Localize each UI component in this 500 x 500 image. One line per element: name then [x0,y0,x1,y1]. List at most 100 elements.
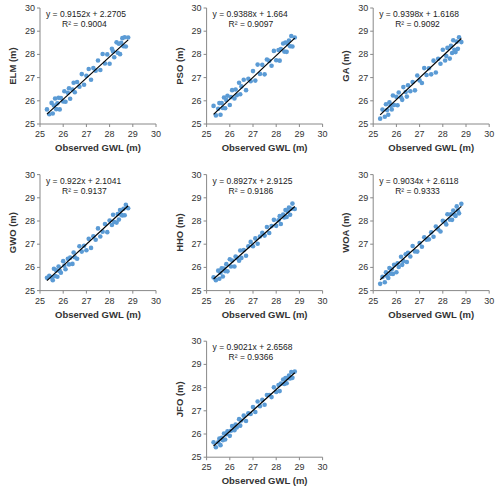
y-tick-label: 26 [192,96,202,106]
panel: 252627282930252627282930Observed GWL (m)… [340,170,494,320]
x-axis [40,290,156,291]
trendline [214,373,295,446]
equation: y = 0.8927x + 2.9125 [213,176,293,186]
x-axis [207,290,323,291]
x-tick [466,291,467,294]
x-tick-label: 28 [271,296,281,306]
point [443,58,448,63]
point [447,56,452,61]
x-tick [322,124,323,127]
point [218,112,223,117]
x-tick-label: 27 [248,129,258,139]
x-tick [132,124,133,127]
y-tick [204,410,207,411]
y-tick [37,100,40,101]
point [386,112,391,117]
point [290,44,295,49]
x-axis-label: Observed GWL (m) [388,309,474,320]
y-tick-label: 30 [25,3,35,13]
r-squared: R² = 0.9333 [395,186,440,196]
point [105,52,110,57]
point [57,107,62,112]
x-tick-label: 27 [415,129,425,139]
point [395,103,400,108]
y-tick-label: 27 [25,73,35,83]
x-axis [373,124,489,125]
y-axis-label: GA (m) [340,50,351,81]
y-tick [204,124,207,125]
y-tick-label: 29 [25,26,35,36]
point [251,69,256,74]
x-tick [322,457,323,460]
equation: y = 0.9398x + 1.6168 [379,9,459,19]
x-tick-label: 29 [128,129,138,139]
point [68,96,73,101]
point [255,399,260,404]
point [61,259,66,264]
x-tick [132,291,133,294]
y-tick-label: 25 [192,119,202,129]
y-tick-label: 26 [192,262,202,272]
x-tick-label: 30 [484,296,494,306]
y-tick-label: 27 [358,239,368,249]
x-tick [229,457,230,460]
panel: 252627282930252627282930Observed GWL (m)… [7,170,161,320]
x-tick-label: 29 [294,462,304,472]
x-tick [86,291,87,294]
y-axis-label: WOA (m) [340,212,351,252]
point [429,72,434,77]
point [401,85,406,90]
plot-area [378,202,464,287]
x-tick [419,291,420,294]
y-tick-label: 29 [358,26,368,36]
trendline [214,38,295,114]
y-tick [204,8,207,9]
point [434,70,439,75]
point [420,81,425,86]
trendline [47,206,128,281]
x-tick-label: 30 [151,296,161,306]
y-tick-label: 26 [358,96,368,106]
x-tick-label: 27 [248,296,258,306]
y-tick [204,341,207,342]
x-tick-label: 28 [105,296,115,306]
y-tick-label: 30 [192,170,202,180]
x-tick [299,124,300,127]
point [284,50,289,55]
point [290,201,295,206]
y-tick-label: 26 [358,262,368,272]
point [75,80,80,85]
point [111,212,116,217]
x-tick [419,124,420,127]
point [218,443,223,448]
y-axis [206,8,207,124]
y-tick [204,221,207,222]
point [228,434,233,439]
x-tick [489,291,490,294]
y-tick-label: 28 [358,49,368,59]
y-tick [370,290,373,291]
point [405,94,410,99]
x-tick-label: 28 [438,296,448,306]
x-tick-label: 26 [58,129,68,139]
point [211,104,216,109]
x-tick-label: 30 [151,129,161,139]
point [82,82,87,87]
point [438,229,443,234]
panel: 252627282930252627282930Observed GWL (m)… [174,170,328,320]
x-tick [63,124,64,127]
point [221,274,226,279]
y-tick [370,77,373,78]
y-tick [37,124,40,125]
x-axis [207,457,323,458]
point [124,44,129,49]
point [272,49,277,54]
x-tick [156,124,157,127]
y-tick [37,77,40,78]
y-tick-label: 26 [25,96,35,106]
point [223,106,228,111]
point [457,211,462,216]
y-tick-label: 30 [192,336,202,346]
y-tick-label: 29 [192,359,202,369]
point [422,66,427,71]
